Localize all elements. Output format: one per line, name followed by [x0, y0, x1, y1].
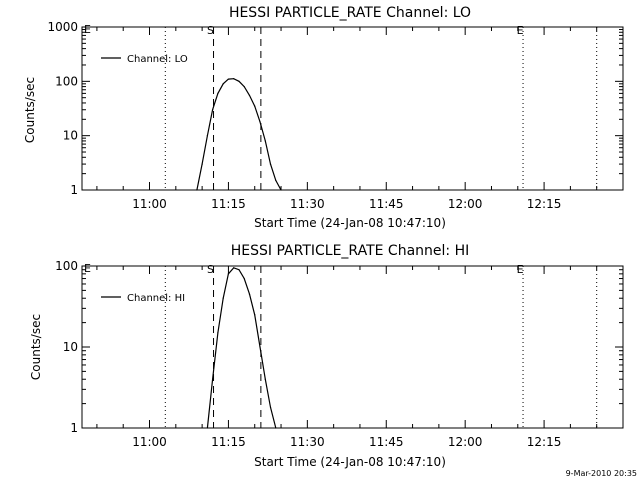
data-point-lo — [259, 121, 261, 123]
data-point-hi — [254, 314, 256, 316]
data-point-lo — [233, 78, 235, 80]
plot-frame-hi — [81, 265, 624, 429]
date-stamp: 9-Mar-2010 20:35 — [566, 469, 637, 478]
y-axis-label-lo: Counts/sec — [23, 77, 37, 143]
y-tick-label-hi: 1 — [70, 421, 78, 435]
y-tick-label-lo: 1 — [70, 183, 78, 197]
data-point-hi — [206, 427, 208, 429]
chart-title-lo: HESSI PARTICLE_RATE Channel: LO — [229, 5, 471, 21]
marker-label-lo: S — [207, 24, 214, 37]
data-point-hi — [248, 293, 251, 295]
x-tick-label-hi: 11:15 — [211, 435, 246, 449]
data-point-lo — [269, 163, 272, 165]
marker-label-hi: E — [517, 263, 524, 276]
data-point-hi — [222, 297, 224, 299]
data-point-hi — [243, 277, 245, 280]
marker-label-hi: S — [207, 263, 214, 276]
y-tick-label-lo: 1000 — [47, 20, 78, 34]
data-point-lo — [196, 189, 198, 191]
legend-label-lo: Channel: LO — [127, 54, 188, 65]
x-axis-label-lo: Start Time (24-Jan-08 10:47:10) — [254, 216, 446, 230]
x-tick-label-hi: 12:15 — [527, 435, 562, 449]
series-line-lo — [196, 78, 282, 191]
data-point-lo — [280, 189, 282, 191]
x-tick-label-lo: 12:15 — [527, 197, 562, 211]
data-point-lo — [212, 109, 214, 111]
data-point-lo — [254, 105, 256, 107]
data-point-hi — [269, 406, 272, 408]
data-point-lo — [201, 163, 203, 165]
data-point-hi — [212, 378, 214, 380]
data-point-lo — [238, 80, 240, 82]
chart-title-hi: HESSI PARTICLE_RATE Channel: HI — [231, 243, 469, 259]
data-point-hi — [259, 346, 261, 348]
data-point-lo — [227, 78, 230, 80]
corner-e-label-lo: E — [84, 23, 91, 36]
data-point-hi — [227, 273, 230, 275]
data-point-hi — [264, 378, 266, 380]
data-point-hi — [233, 267, 235, 269]
x-tick-label-hi: 11:45 — [369, 435, 404, 449]
x-tick-label-lo: 11:45 — [369, 197, 404, 211]
marker-label-lo: E — [517, 24, 524, 37]
hi-channel-panel: HESSI PARTICLE_RATE Channel: HI Start Ti… — [29, 243, 624, 469]
plot-frame-lo — [81, 26, 624, 191]
data-point-hi — [275, 427, 277, 429]
data-point-lo — [243, 85, 245, 88]
x-tick-label-hi: 11:00 — [132, 435, 167, 449]
y-tick-label-lo: 10 — [63, 129, 78, 143]
lo-channel-panel: HESSI PARTICLE_RATE Channel: LO Start Ti… — [23, 5, 624, 230]
data-point-hi — [238, 269, 240, 271]
y-tick-label-lo: 100 — [55, 74, 78, 88]
x-tick-label-hi: 12:00 — [448, 435, 483, 449]
x-tick-label-lo: 11:15 — [211, 197, 246, 211]
data-point-lo — [275, 179, 277, 182]
data-point-lo — [206, 135, 208, 137]
data-point-hi — [217, 332, 219, 334]
y-tick-label-hi: 100 — [55, 259, 78, 273]
corner-e-label-hi: E — [84, 262, 91, 275]
data-point-lo — [222, 83, 224, 85]
y-tick-label-hi: 10 — [63, 340, 78, 354]
x-tick-label-lo: 11:30 — [290, 197, 325, 211]
data-point-lo — [264, 140, 266, 142]
data-point-lo — [217, 92, 219, 94]
y-axis-label-hi: Counts/sec — [29, 314, 43, 380]
legend-label-hi: Channel: HI — [127, 293, 185, 304]
series-line-hi — [206, 267, 277, 429]
x-tick-label-lo: 12:00 — [448, 197, 483, 211]
x-tick-label-lo: 11:00 — [132, 197, 167, 211]
x-tick-label-hi: 11:30 — [290, 435, 325, 449]
x-axis-label-hi: Start Time (24-Jan-08 10:47:10) — [254, 455, 446, 469]
data-point-lo — [248, 94, 251, 97]
